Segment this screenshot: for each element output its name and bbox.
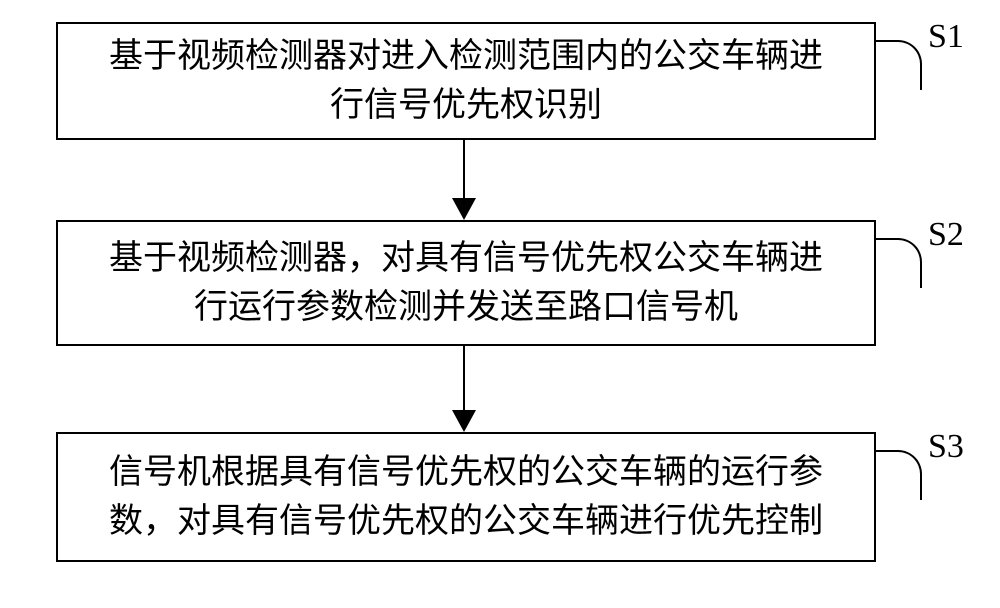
label-connector-s2: [876, 238, 922, 288]
step-box-s2: 基于视频检测器，对具有信号优先权公交车辆进行运行参数检测并发送至路口信号机: [56, 220, 876, 346]
step-box-s1: 基于视频检测器对进入检测范围内的公交车辆进行信号优先权识别: [56, 22, 876, 140]
step-text-s3: 信号机根据具有信号优先权的公交车辆的运行参数，对具有信号优先权的公交车辆进行优先…: [94, 448, 838, 547]
arrow-head-1: [452, 198, 476, 220]
step-box-s3: 信号机根据具有信号优先权的公交车辆的运行参数，对具有信号优先权的公交车辆进行优先…: [56, 432, 876, 562]
arrow-line-2: [463, 346, 465, 410]
step-label-s1: S1: [928, 18, 964, 56]
arrow-head-2: [452, 410, 476, 432]
label-connector-s1: [876, 40, 922, 90]
step-label-s3: S3: [928, 428, 964, 466]
step-label-s2: S2: [928, 216, 964, 254]
step-text-s2: 基于视频检测器，对具有信号优先权公交车辆进行运行参数检测并发送至路口信号机: [94, 234, 838, 333]
arrow-line-1: [463, 140, 465, 198]
label-connector-s3: [876, 450, 922, 500]
flowchart-canvas: 基于视频检测器对进入检测范围内的公交车辆进行信号优先权识别 S1 基于视频检测器…: [0, 0, 1000, 608]
step-text-s1: 基于视频检测器对进入检测范围内的公交车辆进行信号优先权识别: [94, 32, 838, 131]
